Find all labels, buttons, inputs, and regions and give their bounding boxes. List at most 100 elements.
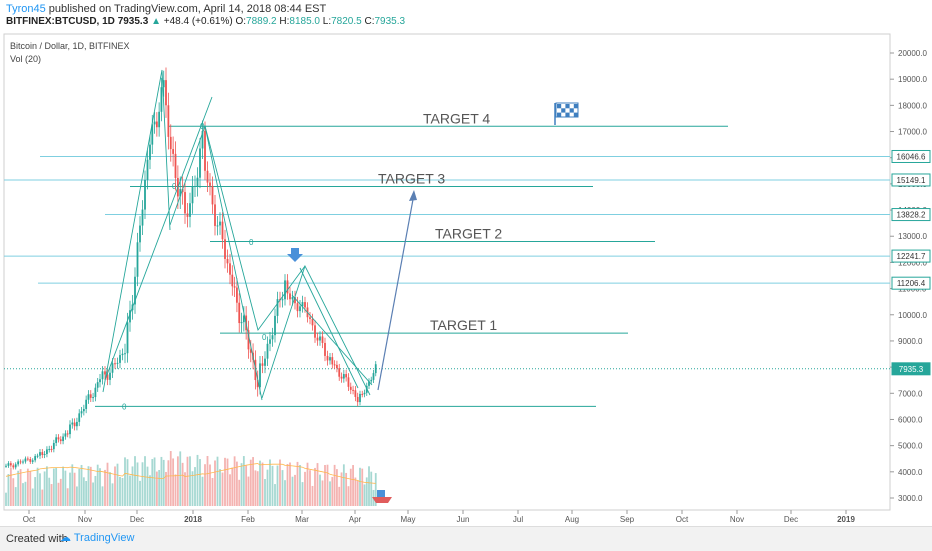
volume-bar: [174, 474, 177, 506]
volume-bar: [196, 454, 199, 506]
candle-body: [233, 286, 236, 288]
volume-bar: [119, 476, 121, 506]
volume-bar: [73, 472, 76, 506]
x-tick-label: Oct: [676, 515, 689, 524]
volume-bar: [309, 470, 311, 506]
open-label: O:: [235, 16, 247, 27]
candle-body: [289, 293, 291, 300]
tradingview-logo[interactable]: ☁ TradingView: [60, 532, 135, 544]
price-tag-box: [891, 208, 931, 222]
candle-body: [41, 452, 44, 455]
footer: Created with ☁ TradingView: [0, 526, 932, 551]
candle-body: [299, 306, 301, 312]
x-tick-label: 2018: [184, 515, 202, 524]
candle-body: [329, 357, 331, 361]
volume-bar: [284, 480, 286, 506]
candle-body: [76, 421, 78, 427]
candle-body: [216, 225, 219, 227]
candle-body: [121, 353, 124, 356]
volume-bar: [296, 461, 299, 506]
y-tick-label: 13000.0: [898, 232, 927, 241]
author-link[interactable]: Tyron45: [6, 3, 46, 15]
volume-bar: [214, 460, 216, 506]
volume-bar: [46, 466, 48, 506]
target-label: TARGET 4: [423, 110, 490, 126]
candle-body: [24, 458, 27, 462]
candle-body: [242, 315, 245, 323]
candle-body: [17, 461, 20, 465]
x-tick-label: May: [400, 515, 415, 524]
candle-body: [162, 80, 165, 88]
candle-body: [119, 355, 121, 363]
candle-body: [247, 330, 250, 350]
volume-bar: [96, 464, 99, 506]
volume-bar: [321, 480, 324, 506]
candle-body: [26, 458, 29, 460]
candle-body: [9, 463, 12, 466]
candle-body: [144, 179, 146, 210]
candle-body: [354, 390, 357, 397]
candle-body: [36, 455, 39, 457]
candle-body: [221, 221, 224, 240]
candle-body: [165, 80, 167, 106]
volume-bar: [39, 473, 41, 506]
volume-bar: [89, 466, 92, 506]
candle-body: [309, 317, 311, 319]
volume-bar: [124, 457, 126, 506]
volume-bar: [340, 472, 343, 506]
x-tick-label: Aug: [565, 515, 579, 524]
volume-bar: [101, 486, 104, 506]
volume-bar: [191, 471, 194, 506]
candle-body: [19, 461, 22, 463]
volume-bar: [306, 462, 309, 506]
volume-bar: [139, 480, 141, 506]
volume-bar: [238, 479, 241, 506]
pattern-line: [102, 69, 171, 393]
volume-bar: [264, 479, 266, 506]
volume-bar: [206, 456, 209, 506]
volume-label: Vol (20): [10, 54, 42, 64]
volume-bar: [144, 456, 146, 506]
candle-body: [34, 456, 37, 461]
flag-check: [565, 104, 570, 109]
volume-bar: [219, 469, 221, 506]
volume-bar: [26, 468, 29, 506]
candle-body: [78, 413, 81, 422]
volume-bar: [352, 465, 354, 506]
candle-body: [31, 460, 34, 462]
candle-body: [201, 130, 204, 149]
volume-bar: [365, 477, 368, 506]
candle-body: [340, 376, 343, 379]
candle-body: [352, 389, 354, 391]
close-value: 7935.3: [374, 16, 406, 27]
volume-bar: [336, 469, 338, 506]
candle-body: [256, 380, 259, 388]
volume-bar: [374, 473, 377, 506]
volume-bar: [221, 472, 224, 506]
x-tick-label: 2019: [837, 515, 855, 524]
y-tick-label: 18000.0: [898, 101, 927, 110]
volume-bar: [85, 481, 88, 506]
low-value: 7820.5: [331, 16, 362, 27]
candle-body: [134, 276, 136, 305]
price-tag-box: [891, 173, 931, 187]
candle-body: [126, 322, 129, 354]
volume-bar: [247, 476, 250, 506]
volume-bar: [64, 470, 67, 506]
candle-body: [291, 297, 294, 300]
volume-bar: [36, 467, 39, 506]
volume-bar: [245, 465, 248, 506]
candle-body: [106, 374, 109, 380]
chart-header: Tyron45 published on TradingView.com, Ap…: [0, 0, 932, 28]
volume-bar: [314, 467, 316, 506]
candle-body: [104, 371, 106, 375]
volume-bar: [129, 475, 131, 506]
candle-body: [370, 379, 373, 382]
candle-body: [184, 192, 186, 214]
candle-body: [276, 299, 279, 316]
high-value: 8185.0: [289, 16, 320, 27]
volume-bar: [50, 484, 53, 506]
candle-body: [114, 363, 116, 365]
candle-body: [238, 302, 241, 324]
